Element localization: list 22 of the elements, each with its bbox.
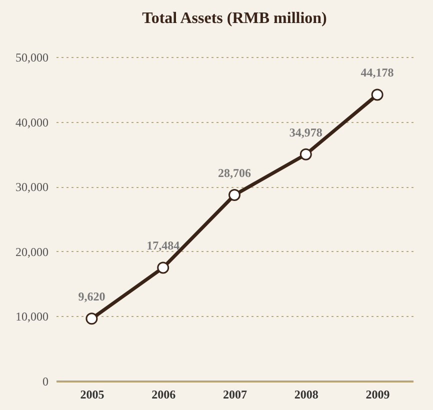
y-tick-label: 20,000 — [16, 244, 48, 259]
point — [86, 312, 98, 325]
x-tick-label: 2006 — [152, 388, 176, 402]
x-tick-label: 2009 — [366, 388, 390, 402]
point — [228, 189, 240, 201]
data-label: 28,706 — [218, 166, 251, 180]
x-tick-label: 2007 — [223, 388, 247, 402]
data-label: 17,484 — [146, 238, 180, 253]
y-tick-label: 10,000 — [16, 310, 48, 324]
y-tick-label: 0 — [42, 374, 48, 388]
chart-title: Total Assets (RMB million) — [142, 10, 327, 27]
point — [371, 88, 384, 101]
x-tick-label: 2005 — [80, 388, 104, 402]
data-label: 9,620 — [78, 290, 106, 304]
data-label: 34,978 — [289, 125, 322, 140]
data-label: 44,178 — [360, 66, 394, 80]
point — [300, 148, 312, 160]
x-tick-label: 2008 — [294, 388, 318, 402]
point — [157, 262, 170, 274]
y-tick-label: 40,000 — [16, 115, 48, 130]
y-tick-label: 30,000 — [16, 180, 48, 194]
y-tick-label: 50,000 — [16, 50, 48, 64]
